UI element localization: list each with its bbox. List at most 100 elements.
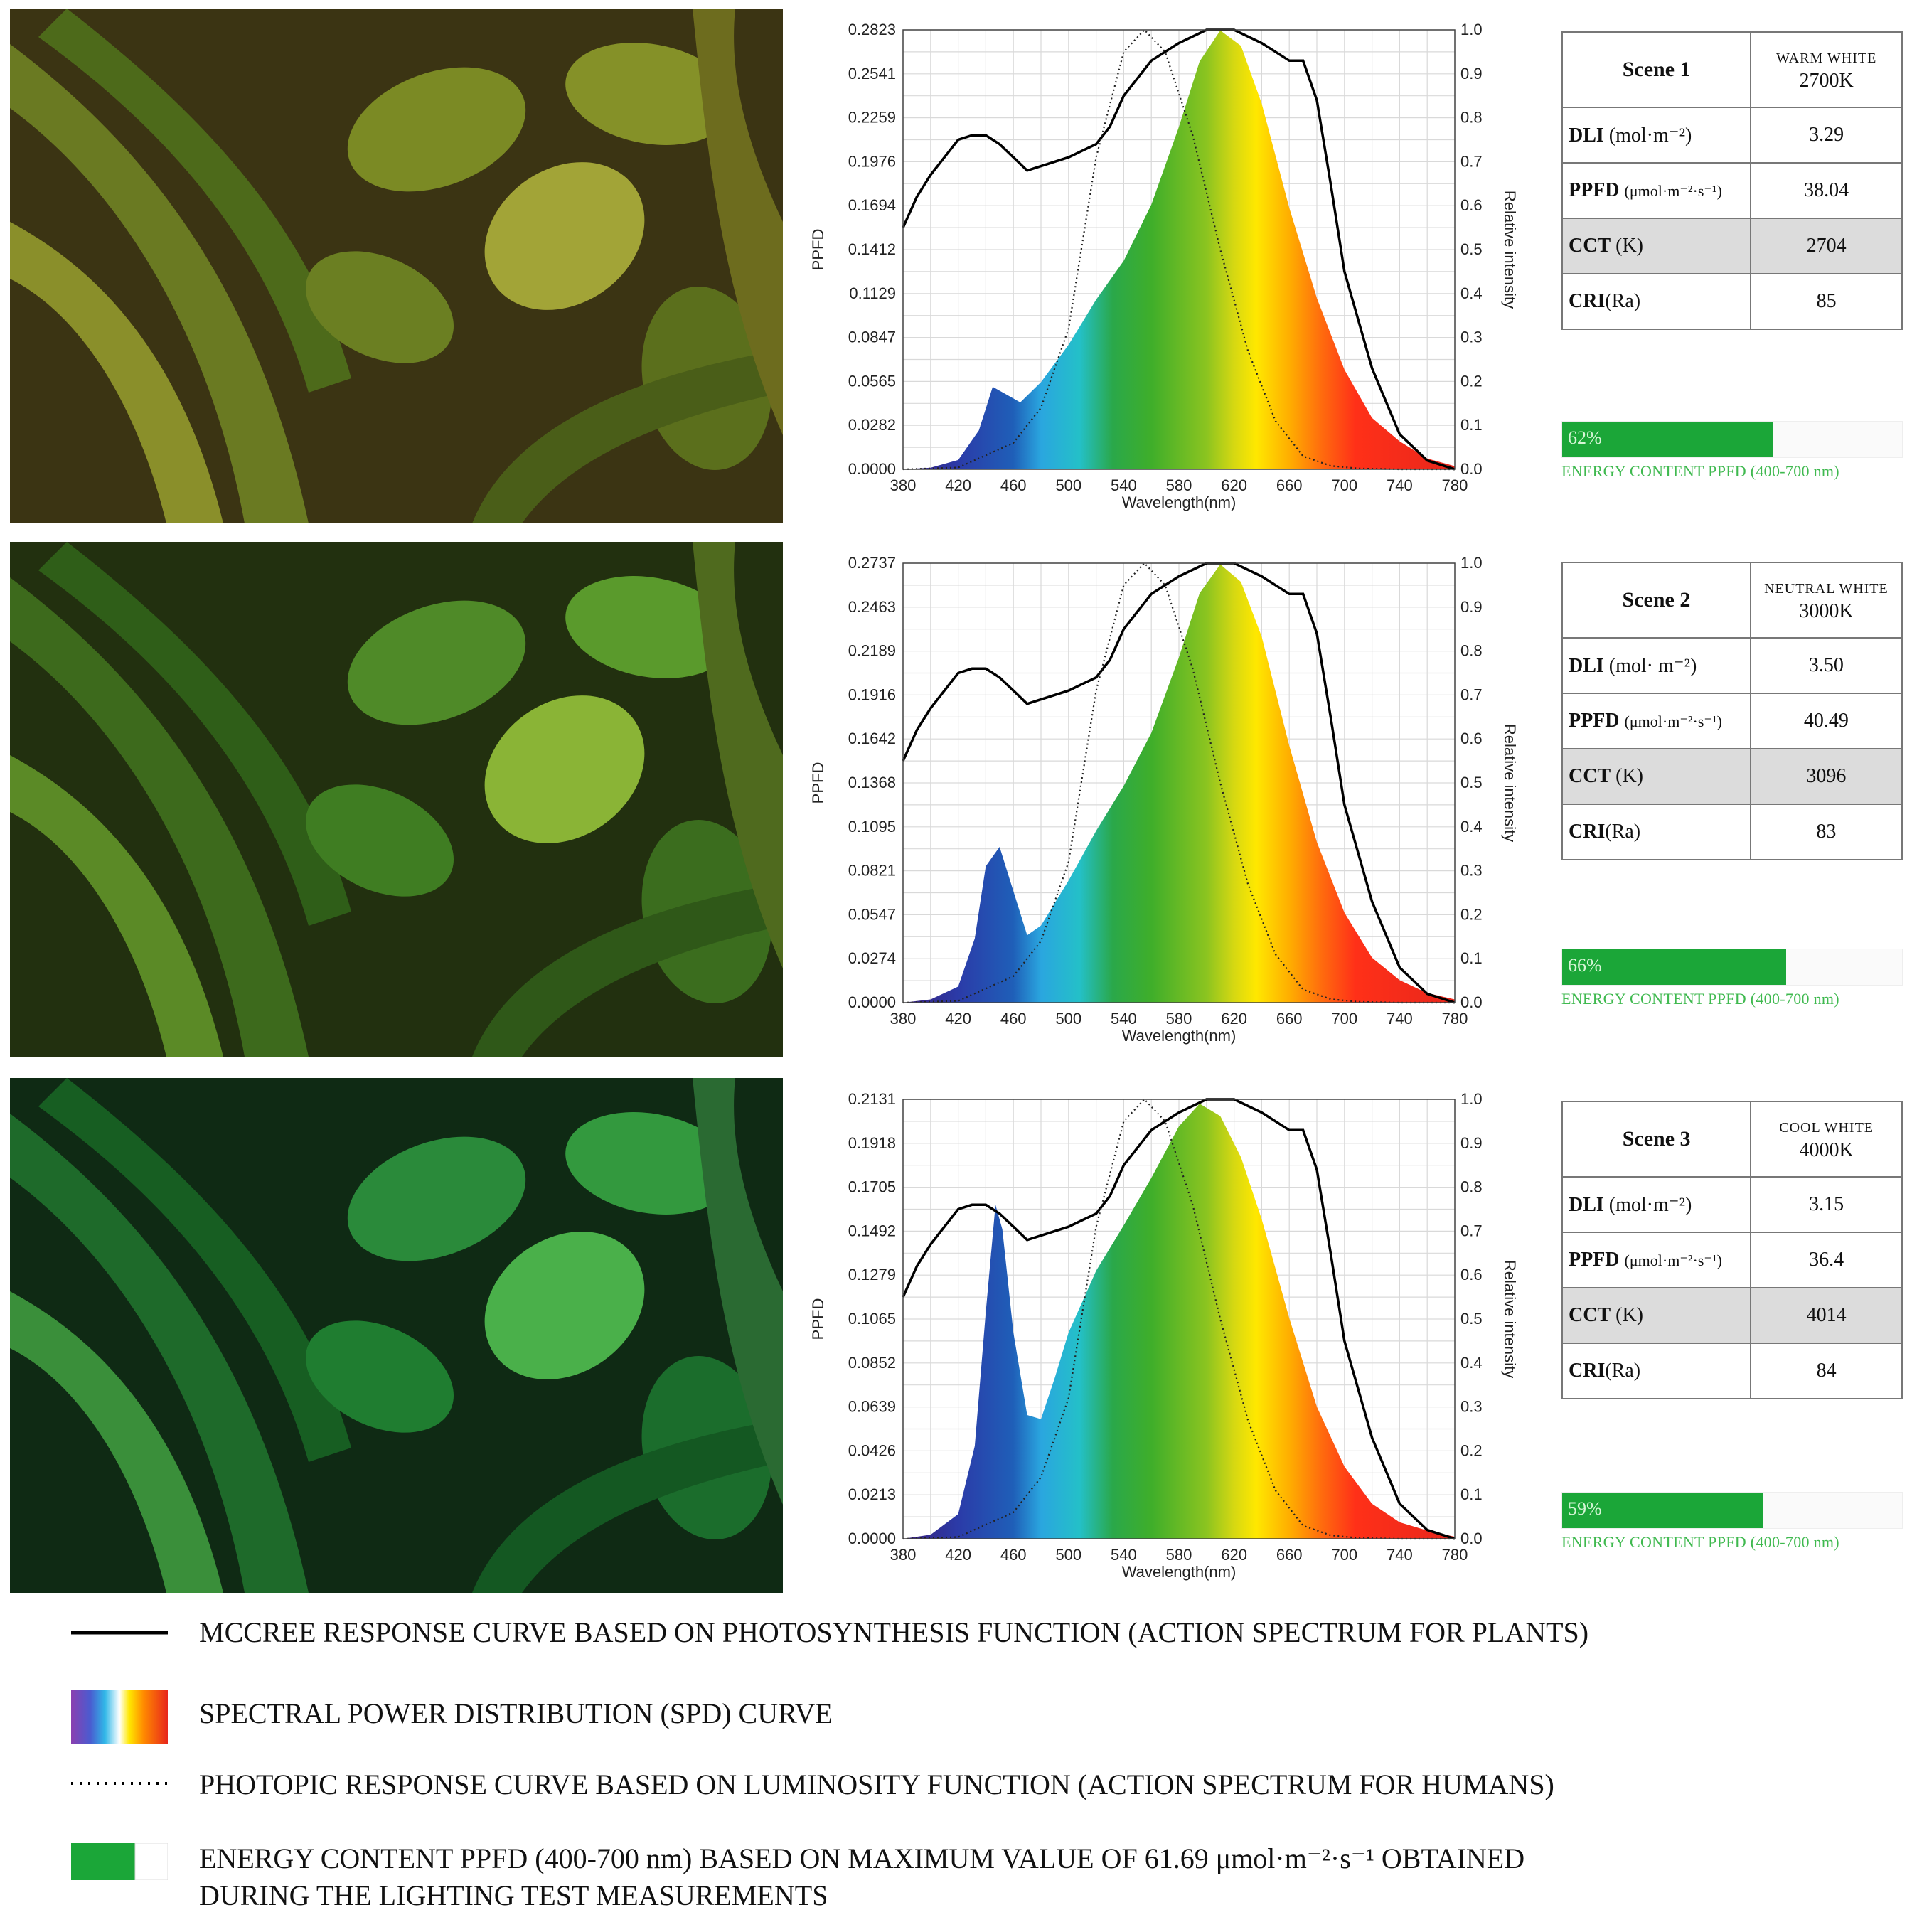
- x-tick-label: 740: [1387, 1546, 1413, 1564]
- x-tick-label: 580: [1166, 476, 1192, 494]
- y2-tick-label: 0.8: [1460, 109, 1483, 127]
- cri-value: 85: [1750, 273, 1903, 330]
- spd-area: [903, 564, 1455, 1003]
- x-tick-label: 660: [1276, 1546, 1303, 1564]
- type-label: NEUTRAL WHITE: [1764, 581, 1889, 597]
- cct-unit: (K): [1615, 765, 1643, 787]
- spectrum-chart-1: 0.0000 0.0282 0.0565 0.0847 0.1129 0.1412 0.16…: [789, 0, 1543, 526]
- x-tick-label: 740: [1387, 1010, 1413, 1028]
- type-label: COOL WHITE: [1779, 1120, 1874, 1136]
- row-label-dli: DLI (mol· m⁻²): [1561, 637, 1751, 694]
- y-tick-label: 0.1705: [848, 1178, 896, 1196]
- ppfd-unit: (μmol·m⁻²·s⁻¹): [1624, 1251, 1722, 1269]
- cct-row-label: CCT: [1569, 1304, 1611, 1326]
- y2-tick-label: 0.5: [1460, 774, 1483, 791]
- y2-tick-label: 0.0: [1460, 1530, 1483, 1547]
- y2-tick-label: 1.0: [1460, 554, 1483, 572]
- cri-label: CRI: [1569, 821, 1606, 843]
- y2-tick-label: 0.7: [1460, 685, 1483, 703]
- spd-area: [903, 30, 1455, 469]
- energy-caption: ENERGY CONTENT PPFD (400-700 nm): [1561, 462, 1839, 480]
- x-tick-label: 620: [1221, 1546, 1247, 1564]
- energy-swatch-icon: [71, 1843, 168, 1880]
- x-tick-label: 460: [1000, 476, 1027, 494]
- y-tick-label: 0.2823: [848, 21, 896, 38]
- y2-tick-label: 0.7: [1460, 152, 1483, 170]
- plant-photo-neutral: [10, 542, 783, 1057]
- y2-tick-label: 0.4: [1460, 1354, 1483, 1372]
- y2-tick-label: 0.1: [1460, 949, 1483, 967]
- y2-tick-label: 0.4: [1460, 284, 1483, 302]
- y-tick-label: 0.1065: [848, 1310, 896, 1328]
- scene-type: WARM WHITE 2700K: [1750, 31, 1903, 108]
- y2-tick-label: 0.7: [1460, 1222, 1483, 1239]
- y2-tick-label: 0.1: [1460, 1485, 1483, 1503]
- x-tick-label: 780: [1442, 476, 1468, 494]
- y-tick-label: 0.0639: [848, 1398, 896, 1416]
- cct-label: 3000K: [1799, 600, 1854, 622]
- row-label-cct: CCT (K): [1561, 748, 1751, 805]
- cct-label: 2700K: [1799, 70, 1854, 92]
- x-axis-label: Wavelength(nm): [1122, 493, 1237, 511]
- y-tick-label: 0.0547: [848, 905, 896, 923]
- energy-percent: 66%: [1568, 955, 1602, 976]
- y2-tick-label: 0.9: [1460, 1134, 1483, 1152]
- y-tick-label: 0.1279: [848, 1266, 896, 1283]
- y2-tick-label: 0.9: [1460, 65, 1483, 82]
- row-label-cri: CRI(Ra): [1561, 1343, 1752, 1399]
- x-tick-label: 380: [890, 1010, 917, 1028]
- y2-tick-label: 0.5: [1460, 1310, 1483, 1328]
- y-tick-label: 0.0565: [848, 372, 896, 390]
- dli-value: 3.50: [1749, 637, 1903, 694]
- ppfd-label: PPFD: [1569, 179, 1620, 201]
- x-tick-label: 500: [1055, 1010, 1081, 1028]
- legend-photopic-text: PHOTOPIC RESPONSE CURVE BASED ON LUMINOS…: [199, 1768, 1554, 1800]
- y2-axis-label: Relative intensity: [1501, 1260, 1519, 1378]
- x-tick-label: 380: [890, 476, 917, 494]
- type-label: WARM WHITE: [1776, 50, 1877, 66]
- row-label-cct: CCT (K): [1561, 1287, 1752, 1344]
- cct-label: 4000K: [1799, 1139, 1854, 1161]
- row-label-cct: CCT (K): [1561, 218, 1752, 274]
- y-tick-label: 0.0426: [848, 1441, 896, 1459]
- energy-track: 62%: [1561, 421, 1903, 458]
- ppfd-value: 36.4: [1750, 1232, 1903, 1288]
- cct-value: 3096: [1749, 748, 1903, 805]
- cri-label: CRI: [1569, 1360, 1606, 1382]
- x-tick-label: 540: [1111, 476, 1137, 494]
- scene-title: Scene 1: [1561, 31, 1752, 108]
- x-tick-label: 620: [1221, 476, 1247, 494]
- y2-axis-label: Relative intensity: [1501, 191, 1519, 309]
- row-label-ppfd: PPFD (μmol·m⁻²·s⁻¹): [1561, 162, 1752, 219]
- spectrum-chart-3: 0.0000 0.0213 0.0426 0.0639 0.0852 0.1065 0.12…: [789, 1069, 1543, 1596]
- y-axis-label: PPFD: [809, 762, 827, 804]
- dli-value: 3.29: [1750, 107, 1903, 164]
- y2-tick-label: 0.3: [1460, 862, 1483, 880]
- y-tick-label: 0.2259: [848, 109, 896, 127]
- y-tick-label: 0.2189: [848, 642, 896, 660]
- y2-tick-label: 0.6: [1460, 196, 1483, 214]
- legend-energy-text-1: ENERGY CONTENT PPFD (400-700 nm) BASED O…: [199, 1842, 1525, 1874]
- cct-row-label: CCT: [1569, 765, 1611, 787]
- cri-value: 83: [1749, 804, 1903, 860]
- x-tick-label: 500: [1055, 1546, 1081, 1564]
- x-tick-label: 460: [1000, 1010, 1027, 1028]
- dli-label: DLI: [1569, 124, 1604, 146]
- energy-fill: [1562, 1493, 1763, 1528]
- y2-tick-label: 1.0: [1460, 1090, 1483, 1108]
- x-tick-label: 620: [1221, 1010, 1247, 1028]
- ppfd-value: 40.49: [1749, 693, 1903, 749]
- cct-row-label: CCT: [1569, 235, 1611, 257]
- x-tick-label: 700: [1331, 476, 1357, 494]
- y-tick-label: 0.0000: [848, 993, 896, 1011]
- cct-value: 4014: [1750, 1287, 1903, 1344]
- cct-value: 2704: [1750, 218, 1903, 274]
- dli-unit: (mol·m⁻²): [1608, 124, 1692, 146]
- x-tick-label: 500: [1055, 476, 1081, 494]
- dli-unit: (mol· m⁻²): [1608, 655, 1697, 677]
- y2-tick-label: 1.0: [1460, 21, 1483, 38]
- ppfd-value: 38.04: [1750, 162, 1903, 219]
- y2-tick-label: 0.2: [1460, 1441, 1483, 1459]
- y2-tick-label: 0.8: [1460, 1178, 1483, 1196]
- energy-fill: [1562, 422, 1773, 457]
